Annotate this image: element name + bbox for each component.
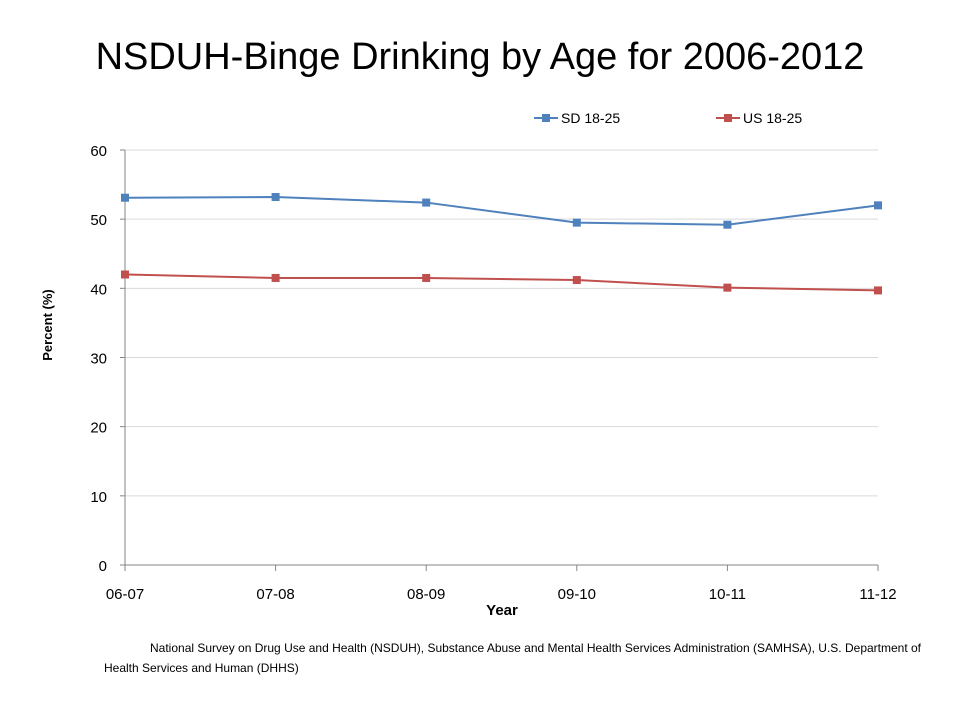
data-point xyxy=(422,198,431,207)
series-line xyxy=(124,196,879,226)
data-point xyxy=(121,193,129,202)
x-tick-label: 09-10 xyxy=(558,586,596,603)
x-tick-label: 11-12 xyxy=(859,586,896,603)
y-tick-label: 10 xyxy=(90,489,107,506)
series-1 xyxy=(121,193,882,229)
x-axis-label: Year xyxy=(486,602,518,619)
legend-entry: SD 18-25 xyxy=(534,110,620,126)
legend-marker xyxy=(542,114,550,122)
data-point xyxy=(121,270,129,279)
legend-label: SD 18-25 xyxy=(561,110,620,126)
series-layer xyxy=(121,193,882,295)
data-point xyxy=(271,193,280,202)
line-chart: 0 10 20 30 40 50 60 06-07 07-08 08-09 09-10 10-11 11… xyxy=(40,110,897,619)
x-tick-label: 07-08 xyxy=(256,586,294,603)
source-note: National Survey on Drug Use and Health (… xyxy=(104,641,922,675)
x-tick-label: 10-11 xyxy=(709,586,746,603)
y-tick-label: 40 xyxy=(90,281,107,298)
gridlines xyxy=(125,149,878,497)
y-tick-label: 50 xyxy=(90,212,107,229)
data-point xyxy=(572,276,581,285)
data-point xyxy=(271,273,280,282)
data-point xyxy=(572,218,581,227)
series-line xyxy=(124,273,879,292)
y-tick-label: 30 xyxy=(90,351,107,368)
y-axis-label: Percent (%) xyxy=(40,289,55,361)
data-point xyxy=(874,201,882,210)
legend: SD 18-25 US 18-25 xyxy=(534,110,802,126)
legend-marker xyxy=(724,114,732,122)
x-tick-label: 06-07 xyxy=(106,586,144,603)
y-tick-label: 0 xyxy=(99,558,107,575)
data-point xyxy=(422,273,431,282)
data-point xyxy=(874,286,882,295)
y-tick-label: 60 xyxy=(90,143,107,160)
axes: 0 10 20 30 40 50 60 06-07 07-08 08-09 09-10 10-11 11… xyxy=(90,143,896,603)
chart-title: NSDUH-Binge Drinking by Age for 2006-201… xyxy=(95,36,865,78)
legend-entry: US 18-25 xyxy=(716,110,802,126)
data-point xyxy=(723,283,732,292)
legend-label: US 18-25 xyxy=(743,110,802,126)
series-2 xyxy=(121,270,882,295)
data-point xyxy=(723,220,732,229)
x-tick-label: 08-09 xyxy=(407,586,445,603)
y-tick-label: 20 xyxy=(90,420,107,437)
